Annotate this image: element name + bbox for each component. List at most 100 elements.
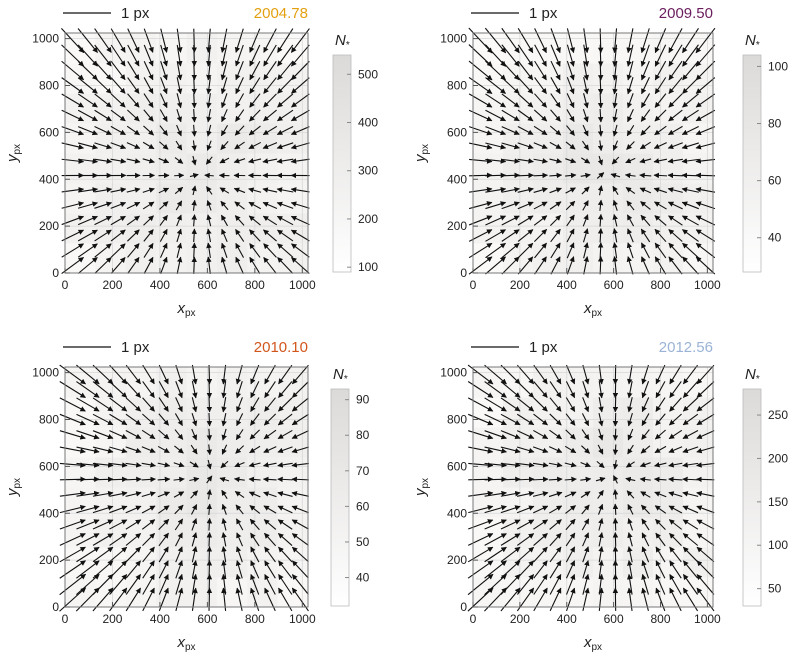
vector-arrow (597, 489, 604, 499)
vector-arrow (549, 201, 562, 210)
x-tick-label: 200 (510, 612, 530, 626)
y-tick-label: 400 (447, 172, 467, 186)
x-tick-label: 200 (102, 612, 122, 626)
vector-arrow (158, 573, 169, 595)
colorbar-title-sub: * (756, 40, 760, 51)
vector-arrow (248, 125, 261, 136)
x-tick-label: 800 (650, 612, 670, 626)
vector-arrow (76, 397, 100, 412)
vector-arrow (94, 142, 113, 150)
vector-arrow (250, 546, 260, 563)
vector-arrow (276, 215, 294, 226)
vector-arrow (517, 28, 534, 54)
vector-arrow (682, 533, 699, 546)
vector-arrow (206, 444, 213, 456)
y-tick-label: 600 (447, 459, 467, 473)
vector-arrow (191, 228, 197, 243)
vector-arrow (189, 461, 199, 468)
vector-arrow (76, 413, 100, 426)
vector-arrow (276, 125, 294, 136)
vector-arrow (142, 187, 155, 193)
vector-arrow (695, 201, 716, 210)
vector-arrow (109, 446, 128, 454)
vector-arrow (501, 109, 520, 122)
vector-arrow (125, 533, 142, 546)
vector-arrow (695, 158, 716, 164)
vector-arrow (566, 93, 575, 109)
vector-arrow (582, 228, 589, 243)
vector-arrow (191, 140, 197, 152)
y-axis-label: ypx (412, 144, 431, 163)
vector-arrow (220, 93, 228, 109)
vector-arrow (517, 77, 534, 94)
vector-arrow (92, 533, 114, 546)
vector-arrow (639, 187, 652, 194)
heatmap-cell (156, 547, 187, 578)
heatmap-cell (247, 243, 279, 274)
vector-arrow (160, 77, 168, 95)
vector-arrow (191, 242, 197, 258)
vector-arrow (533, 397, 548, 412)
heatmap-cell (653, 123, 684, 154)
colorbar (742, 54, 762, 273)
vector-arrow (484, 430, 507, 440)
colorbar-title: N* (335, 32, 350, 51)
x-tick-label: 600 (197, 278, 217, 292)
vector-arrow (277, 109, 294, 122)
vector-arrow (485, 142, 507, 150)
vector-arrow (613, 475, 619, 484)
vector-arrow (695, 172, 716, 179)
vector-arrow (291, 462, 309, 468)
y-axis-label: ypx (4, 144, 23, 163)
vector-arrow (94, 126, 112, 135)
heatmap-cell (593, 487, 624, 518)
vector-arrow (484, 462, 507, 468)
vector-arrow (220, 44, 228, 67)
vector-arrow (291, 533, 309, 546)
heatmap-cell (563, 367, 594, 398)
vector-arrow (612, 199, 618, 211)
vector-arrow (264, 381, 276, 399)
y-axis-label: ypx (4, 478, 23, 497)
vector-arrow (158, 429, 170, 440)
vector-arrow (77, 60, 98, 81)
vector-arrow (233, 158, 246, 164)
vector-arrow (291, 397, 309, 412)
vector-arrow (682, 519, 699, 530)
colorbar-tick-label: 100 (358, 260, 378, 274)
vector-arrow (667, 201, 683, 210)
vector-arrow (125, 505, 142, 514)
vector-arrow (92, 397, 114, 412)
x-tick-label: 400 (150, 278, 170, 292)
vector-arrow (598, 364, 604, 385)
vector-arrow (92, 462, 114, 468)
heatmap-cell (593, 427, 624, 458)
vector-arrow (485, 186, 507, 193)
vector-arrow (262, 201, 278, 210)
vector-arrow (234, 201, 245, 210)
vector-arrow (566, 228, 575, 243)
vector-arrow (580, 491, 591, 498)
vector-arrow (277, 229, 294, 242)
vector-arrow (681, 109, 699, 122)
vector-arrow (191, 428, 197, 441)
vector-arrow (582, 560, 590, 579)
y-tick-label: 800 (447, 413, 467, 427)
vector-arrow (264, 546, 276, 563)
y-tick-label: 200 (39, 219, 59, 233)
vector-arrow (627, 532, 633, 547)
vector-arrow (641, 242, 650, 259)
vector-arrow (653, 158, 668, 164)
vector-arrow (220, 141, 229, 150)
vector-arrow (221, 503, 227, 515)
vector-arrow (77, 257, 98, 274)
vector-arrow (125, 519, 142, 530)
vector-arrow (206, 109, 212, 123)
y-tick-label: 200 (447, 219, 467, 233)
y-tick-label: 600 (39, 125, 59, 139)
vector-arrow (276, 187, 294, 193)
vector-arrow (549, 364, 562, 385)
x-tick-label: 1000 (694, 278, 721, 292)
vector-arrow (501, 93, 520, 108)
vector-arrow (290, 142, 310, 150)
